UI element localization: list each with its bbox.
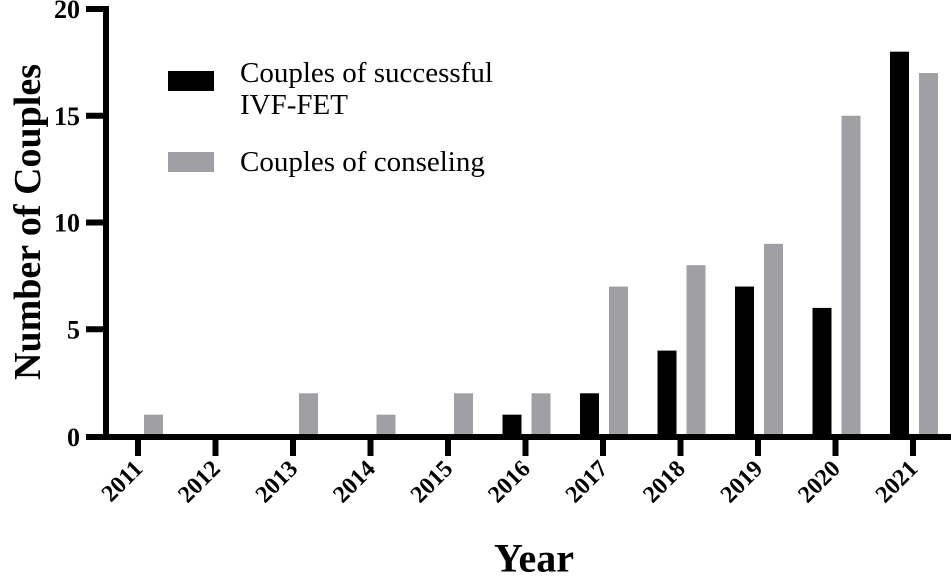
x-tick-label: 2017 [561,456,613,508]
bar-ivf-fet-2021 [890,51,909,436]
y-tick-label: 20 [54,0,80,24]
y-tick-label: 15 [54,102,80,131]
bar-conseling-2014 [376,414,396,436]
legend-label-line1: Couples of conseling [240,146,485,178]
bar-conseling-2017 [609,286,628,436]
x-tick-label: 2021 [871,456,923,508]
legend-label-ivf-fet: Couples of successful IVF-FET [240,57,560,121]
bar-conseling-2015 [454,393,473,436]
legend-item-conseling: Couples of conseling [168,146,560,178]
x-tick-label: 2011 [97,456,148,507]
x-tick-label: 2018 [638,456,690,508]
legend-item-ivf-fet: Couples of successful IVF-FET [168,57,560,121]
bars-group [144,51,938,437]
x-tick-label: 2020 [793,456,845,508]
bar-ivf-fet-2016 [502,414,522,436]
x-tick-label: 2013 [251,456,303,508]
legend-label-line2: IVF-FET [240,89,348,121]
y-tick-label: 5 [67,315,80,344]
x-tick-label: 2016 [483,456,535,508]
bar-ivf-fet-2020 [812,307,832,436]
legend-swatch-black [168,71,214,91]
bar-ivf-fet-2017 [580,393,599,436]
legend-label-conseling: Couples of conseling [240,146,560,178]
x-axis-title: Year [494,535,574,581]
x-tick-label: 2014 [328,456,380,508]
x-tick-label: 2019 [716,456,768,508]
x-tick-label: 2012 [173,456,225,508]
bar-ivf-fet-2019 [735,286,754,436]
bar-conseling-2020 [841,115,861,436]
legend-swatch-gray [168,152,214,172]
bar-ivf-fet-2018 [657,350,677,436]
legend-label-line1: Couples of successful [240,57,493,89]
y-axis-title: Number of Couples [7,64,49,380]
bar-conseling-2019 [764,243,783,436]
x-tick-label: 2015 [406,456,458,508]
bar-conseling-2011 [144,414,163,436]
bar-conseling-2018 [686,265,706,436]
x-ticks-group: 2011 2012 2013 2014 2015 2016 2017 2018 2019 2020… [97,436,923,508]
y-tick-label: 10 [54,209,80,238]
bar-conseling-2016 [531,393,551,436]
bar-conseling-2013 [299,393,318,436]
y-tick-label: 0 [67,423,80,452]
bar-conseling-2021 [919,73,938,437]
y-ticks-group: 0 5 10 15 20 [54,0,106,452]
